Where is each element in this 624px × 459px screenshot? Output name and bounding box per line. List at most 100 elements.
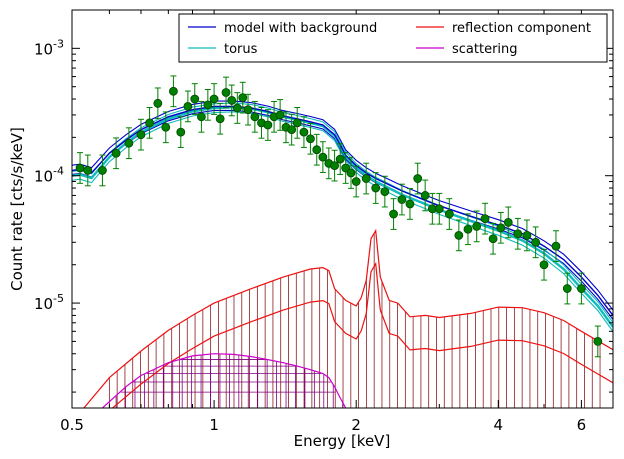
data-marker [346,168,356,178]
data-marker [145,118,154,128]
data-marker [275,110,285,120]
torus-band-line [72,102,613,323]
data-point [434,192,444,225]
data-marker [209,94,219,104]
data-points [75,75,603,358]
data-point [397,183,407,216]
data-marker [454,230,464,240]
data-marker [183,102,193,111]
data-point [496,211,506,244]
y-tick-label: 10-4 [34,165,64,186]
data-point [197,100,206,133]
data-point [98,154,107,187]
torus-band-line [72,111,613,332]
data-point [83,154,93,187]
data-point [562,272,572,305]
data-marker [503,217,513,227]
data-point [124,127,134,160]
data-marker [292,118,302,128]
y-tick-label: 10-5 [34,292,64,313]
data-point [463,213,473,246]
data-marker [496,223,506,233]
data-marker [161,122,171,132]
data-marker [551,241,561,251]
data-marker [83,166,93,175]
data-marker [413,174,423,183]
scattering-line [101,353,347,408]
data-marker [243,105,253,115]
data-marker [227,96,237,105]
data-point [454,219,464,252]
data-marker [136,130,146,140]
data-marker [593,337,603,346]
data-point [215,102,225,135]
data-point [161,111,171,144]
data-marker [335,154,345,164]
data-marker [98,166,107,175]
data-marker [111,148,121,158]
data-marker [153,98,163,108]
data-point [232,92,242,124]
data-point [312,133,322,166]
data-point [593,325,603,358]
data-point [221,76,231,109]
data-point [111,137,121,170]
data-point [292,106,302,139]
data-marker [480,214,490,224]
data-point [341,152,351,184]
data-marker [562,284,572,293]
data-point [576,272,586,305]
torus-line [72,105,613,328]
data-marker [341,163,351,173]
data-marker [238,93,248,103]
data-point [361,162,371,195]
data-marker [190,94,200,104]
data-point [209,83,219,115]
data-marker [444,209,454,219]
data-marker [361,174,371,183]
data-marker [371,183,381,193]
plot-frame [71,9,614,409]
data-point [299,116,309,148]
data-point [503,206,513,239]
data-point [380,175,390,208]
data-point [351,165,361,198]
data-point [480,202,490,235]
reflection-upper-line [83,228,613,408]
data-marker [197,112,206,122]
data-point [176,116,186,148]
data-point [335,143,345,175]
x-axis-label: Energy [keV] [294,432,391,450]
data-point [287,113,297,146]
data-marker [75,163,85,173]
data-point [371,172,381,204]
data-point [183,90,193,123]
data-marker [389,209,398,219]
data-marker [405,199,415,209]
x-tick-label: 1 [209,416,219,434]
legend-label-model: model with background [224,21,377,36]
data-marker [531,237,541,247]
data-marker [539,260,549,270]
data-point [263,109,273,141]
data-point [413,162,423,195]
data-point [145,106,154,139]
data-marker [463,224,473,234]
data-point [75,152,85,184]
x-tick-label: 0.5 [60,416,84,434]
data-point [227,84,237,117]
data-marker [232,103,242,113]
data-marker [312,145,322,155]
x-tick-label: 4 [494,416,504,434]
data-marker [306,134,315,144]
data-marker [169,86,178,96]
data-marker [380,187,390,197]
data-point [203,88,213,121]
x-tick-label: 2 [351,416,361,434]
reflection-lower-line [111,261,613,408]
data-point [539,248,549,281]
series-lines [72,105,613,408]
legend-label-reflection: reflection component [452,21,591,36]
data-point [136,118,146,151]
